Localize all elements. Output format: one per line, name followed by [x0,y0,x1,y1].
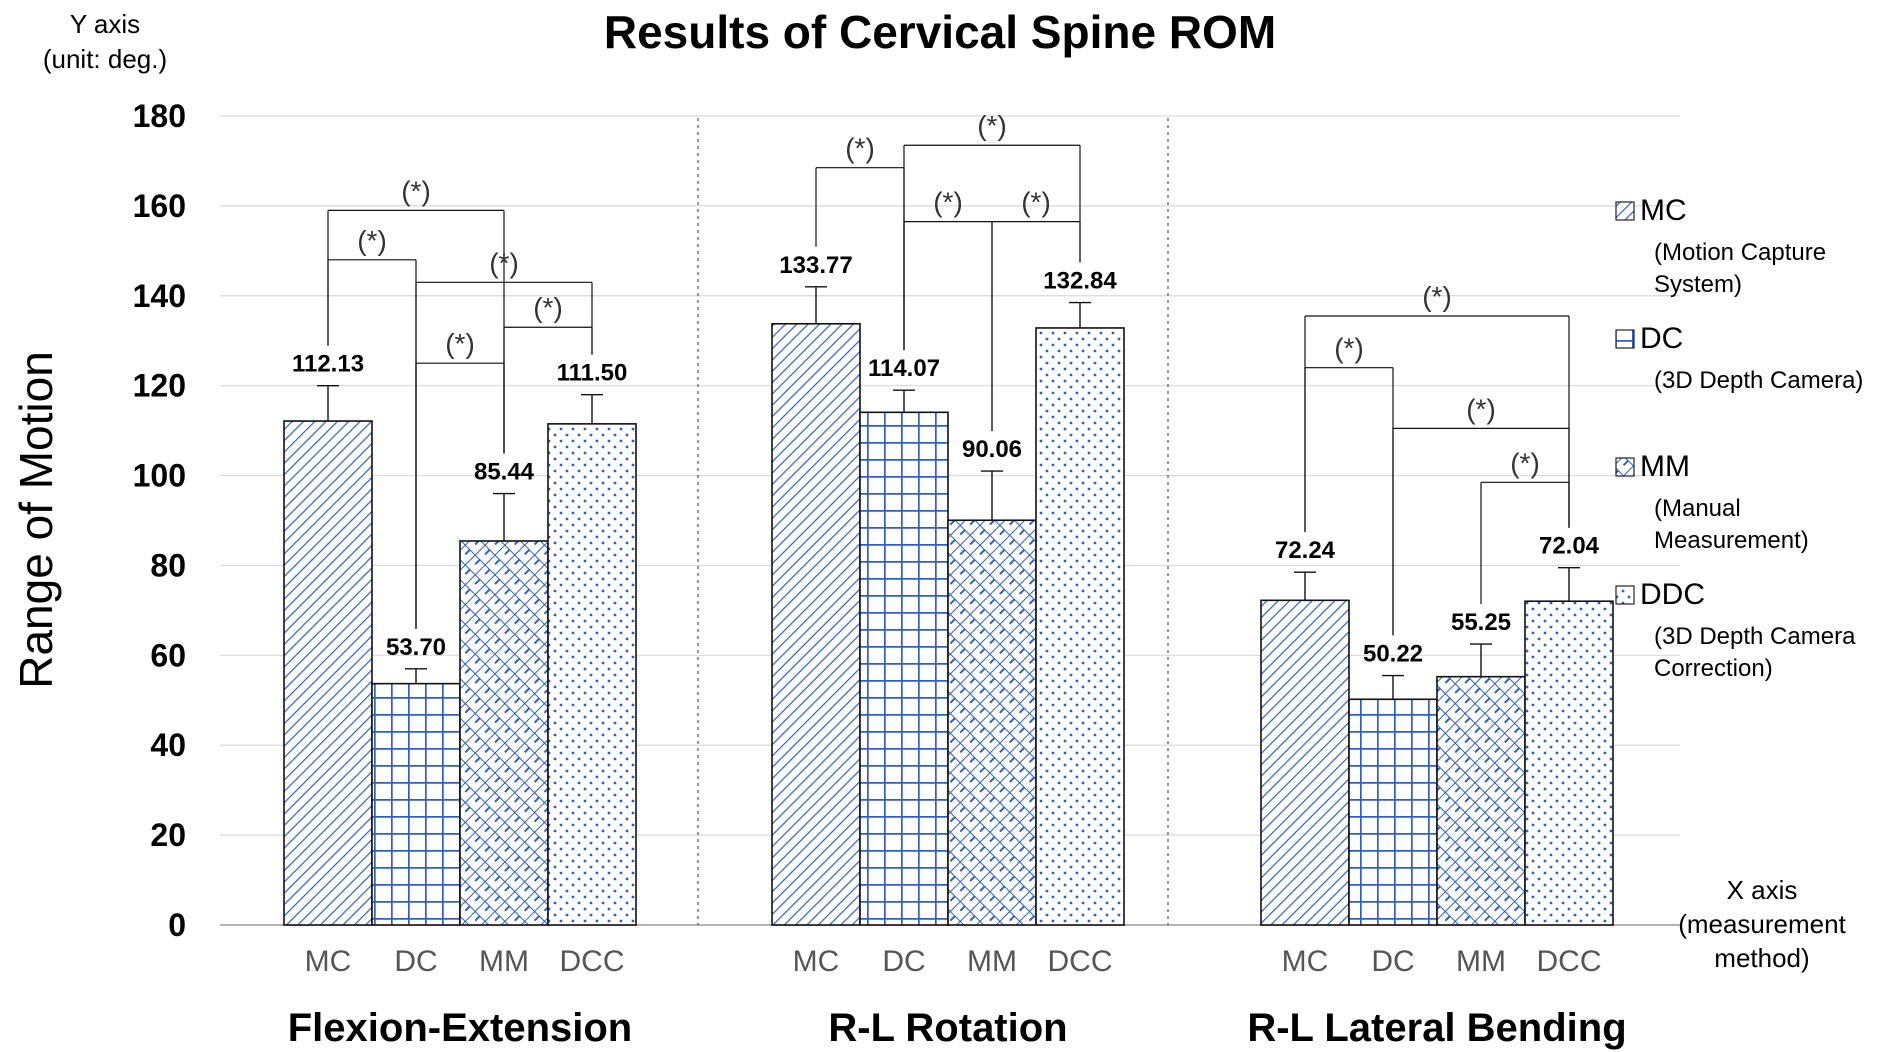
y-tick-label: 80 [150,547,186,583]
significance-marker: (*) [445,328,475,359]
legend-label: DC [1640,322,1683,355]
y-tick-label: 160 [133,188,186,224]
significance-marker: (*) [845,133,875,164]
significance-marker: (*) [489,247,519,278]
significance-brackets: (*) (*) (*) (*) (*) (*) (*) (*) (*) (*) (*) (*) (*) [327,110,1570,636]
value-labels: 112.13 53.70 85.44 111.50 133.77 114.07 90.06 1… [292,252,1600,668]
value-label: 112.13 [292,351,364,378]
bar [459,540,549,926]
category-label: DC [882,945,925,978]
legend-description: (3D Depth Camera) [1654,367,1863,394]
bar [947,519,1037,926]
y-tick-label: 40 [150,727,186,763]
y-axis-note-line-1: Y axis [70,9,140,39]
x-axis-note-line-1: X axis [1727,875,1798,905]
y-tick-label: 140 [133,278,186,314]
category-label: MC [305,945,352,978]
y-axis-label: Range of Motion [10,351,62,689]
significance-marker: (*) [933,187,963,218]
bar [1035,327,1125,926]
category-label: DCC [1537,945,1602,978]
value-label: 50.22 [1363,641,1423,668]
category-label: MM [479,945,529,978]
significance-marker: (*) [1422,281,1452,312]
group-labels: Flexion-Extension R-L Rotation R-L Lateral… [288,1006,1627,1050]
legend: MC (Motion Capture System) DC (3D Depth Came… [1615,194,1863,682]
legend-label: DDC [1640,578,1705,611]
group-label: R-L Lateral Bending [1247,1006,1626,1050]
group-label: R-L Rotation [828,1006,1067,1050]
legend-description: (Manual [1654,495,1741,522]
value-label: 85.44 [474,459,535,486]
y-tick-label: 100 [133,458,186,494]
bar [859,411,949,926]
y-tick-label: 180 [133,98,186,134]
category-label: DC [394,945,437,978]
legend-description: Correction) [1654,655,1773,682]
significance-marker: (*) [357,225,387,256]
y-tick-labels: 0 20 40 60 80 100 120 140 160 180 [133,98,186,943]
value-label: 133.77 [779,252,852,279]
value-label: 90.06 [962,436,1022,463]
value-label: 55.25 [1451,609,1511,636]
bar [1524,600,1614,926]
bar [283,420,373,926]
group-separators [697,118,1169,925]
bar [371,682,461,926]
legend-label: MC [1640,194,1687,227]
y-tick-label: 120 [133,368,186,404]
y-axis-note-line-2: (unit: deg.) [43,44,167,74]
significance-marker: (*) [533,292,563,323]
legend-swatch [1615,329,1635,349]
x-axis-note-line-2: (measurement [1678,909,1846,939]
significance-marker: (*) [1334,333,1364,364]
legend-swatch [1615,201,1635,221]
category-labels: MC DC MM DCC MC DC MM DCC MC DC MM DCC [305,945,1602,978]
legend-description: (3D Depth Camera [1654,623,1856,650]
value-label: 114.07 [868,355,940,382]
legend-swatch [1615,457,1635,477]
value-label: 111.50 [557,360,628,387]
legend-label: MM [1640,450,1690,483]
significance-marker: (*) [401,175,431,206]
significance-marker: (*) [1466,393,1496,424]
chart-title: Results of Cervical Spine ROM [604,6,1276,58]
legend-swatch [1615,585,1635,605]
significance-marker: (*) [977,110,1007,141]
category-label: MC [793,945,840,978]
y-tick-label: 20 [150,817,186,853]
y-tick-label: 0 [168,907,186,943]
y-tick-label: 60 [150,637,186,673]
category-label: DC [1371,945,1414,978]
error-bars [317,286,1580,700]
bar [771,322,861,926]
legend-description: Measurement) [1654,527,1809,554]
category-label: MC [1282,945,1329,978]
category-label: MM [967,945,1017,978]
bars [283,322,1614,926]
bar [1348,698,1438,926]
bar [547,423,637,926]
significance-marker: (*) [1021,187,1051,218]
bar [1436,675,1526,926]
group-label: Flexion-Extension [288,1006,633,1050]
value-label: 72.04 [1539,533,1600,560]
bar [1260,599,1350,926]
value-label: 53.70 [386,634,446,661]
legend-description: System) [1654,271,1742,298]
category-label: DCC [560,945,625,978]
legend-description: (Motion Capture [1654,239,1826,266]
value-label: 132.84 [1043,268,1117,295]
category-label: MM [1456,945,1506,978]
significance-marker: (*) [1510,447,1540,478]
category-label: DCC [1048,945,1113,978]
x-axis-note-line-3: method) [1714,943,1809,973]
value-label: 72.24 [1275,537,1336,564]
